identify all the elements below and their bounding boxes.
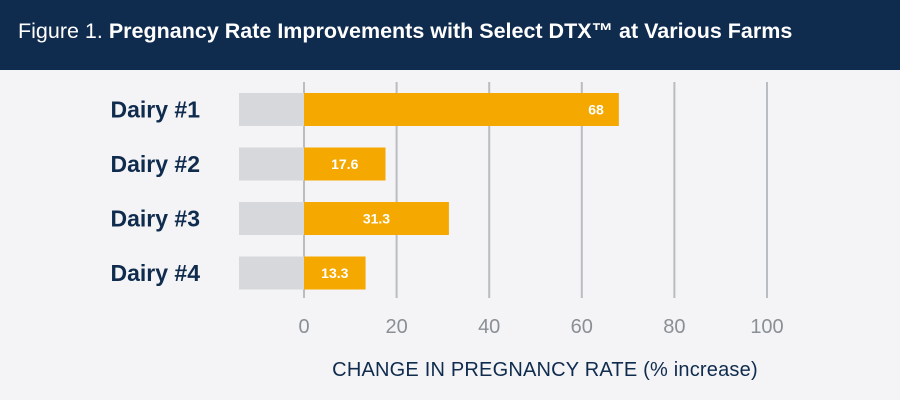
figure-title-lead: Figure 1. — [18, 19, 103, 43]
x-tick-label: 60 — [571, 316, 593, 338]
bars: 68 17.6 31.3 13.3 — [304, 93, 619, 290]
baseline-stub — [239, 256, 304, 290]
category-labels: Dairy #1 Dairy #2 Dairy #3 Dairy #4 — [110, 97, 200, 287]
bar-value-label: 13.3 — [321, 265, 348, 281]
baseline-stub — [239, 202, 304, 235]
category-label: Dairy #3 — [110, 206, 200, 232]
category-label: Dairy #1 — [110, 97, 200, 123]
bar — [304, 147, 386, 181]
bar-value-label: 68 — [588, 102, 604, 118]
bar — [304, 93, 619, 126]
bar-value-label: 17.6 — [331, 156, 358, 172]
category-label: Dairy #4 — [110, 260, 200, 286]
figure-title: Figure 1. Pregnancy Rate Improvements wi… — [18, 0, 792, 70]
baseline-stubs — [239, 93, 304, 290]
x-tick-label: 0 — [298, 316, 309, 338]
baseline-stub — [239, 147, 304, 181]
x-tick-label: 100 — [750, 316, 783, 338]
x-tick-label: 40 — [478, 316, 500, 338]
figure-title-rest: Pregnancy Rate Improvements with Select … — [108, 19, 793, 43]
bar-value-label: 31.3 — [363, 211, 390, 227]
bar — [304, 256, 366, 290]
x-tick-label: 80 — [663, 316, 685, 338]
x-axis-title: CHANGE IN PREGNANCY RATE (% increase) — [332, 359, 758, 381]
x-tick-labels: 0 20 40 60 80 100 — [298, 316, 783, 338]
baseline-stub — [239, 93, 304, 126]
figure-header: Figure 1. Pregnancy Rate Improvements wi… — [0, 0, 900, 70]
x-tick-label: 20 — [385, 316, 407, 338]
category-label: Dairy #2 — [110, 151, 200, 177]
bar — [304, 202, 449, 235]
